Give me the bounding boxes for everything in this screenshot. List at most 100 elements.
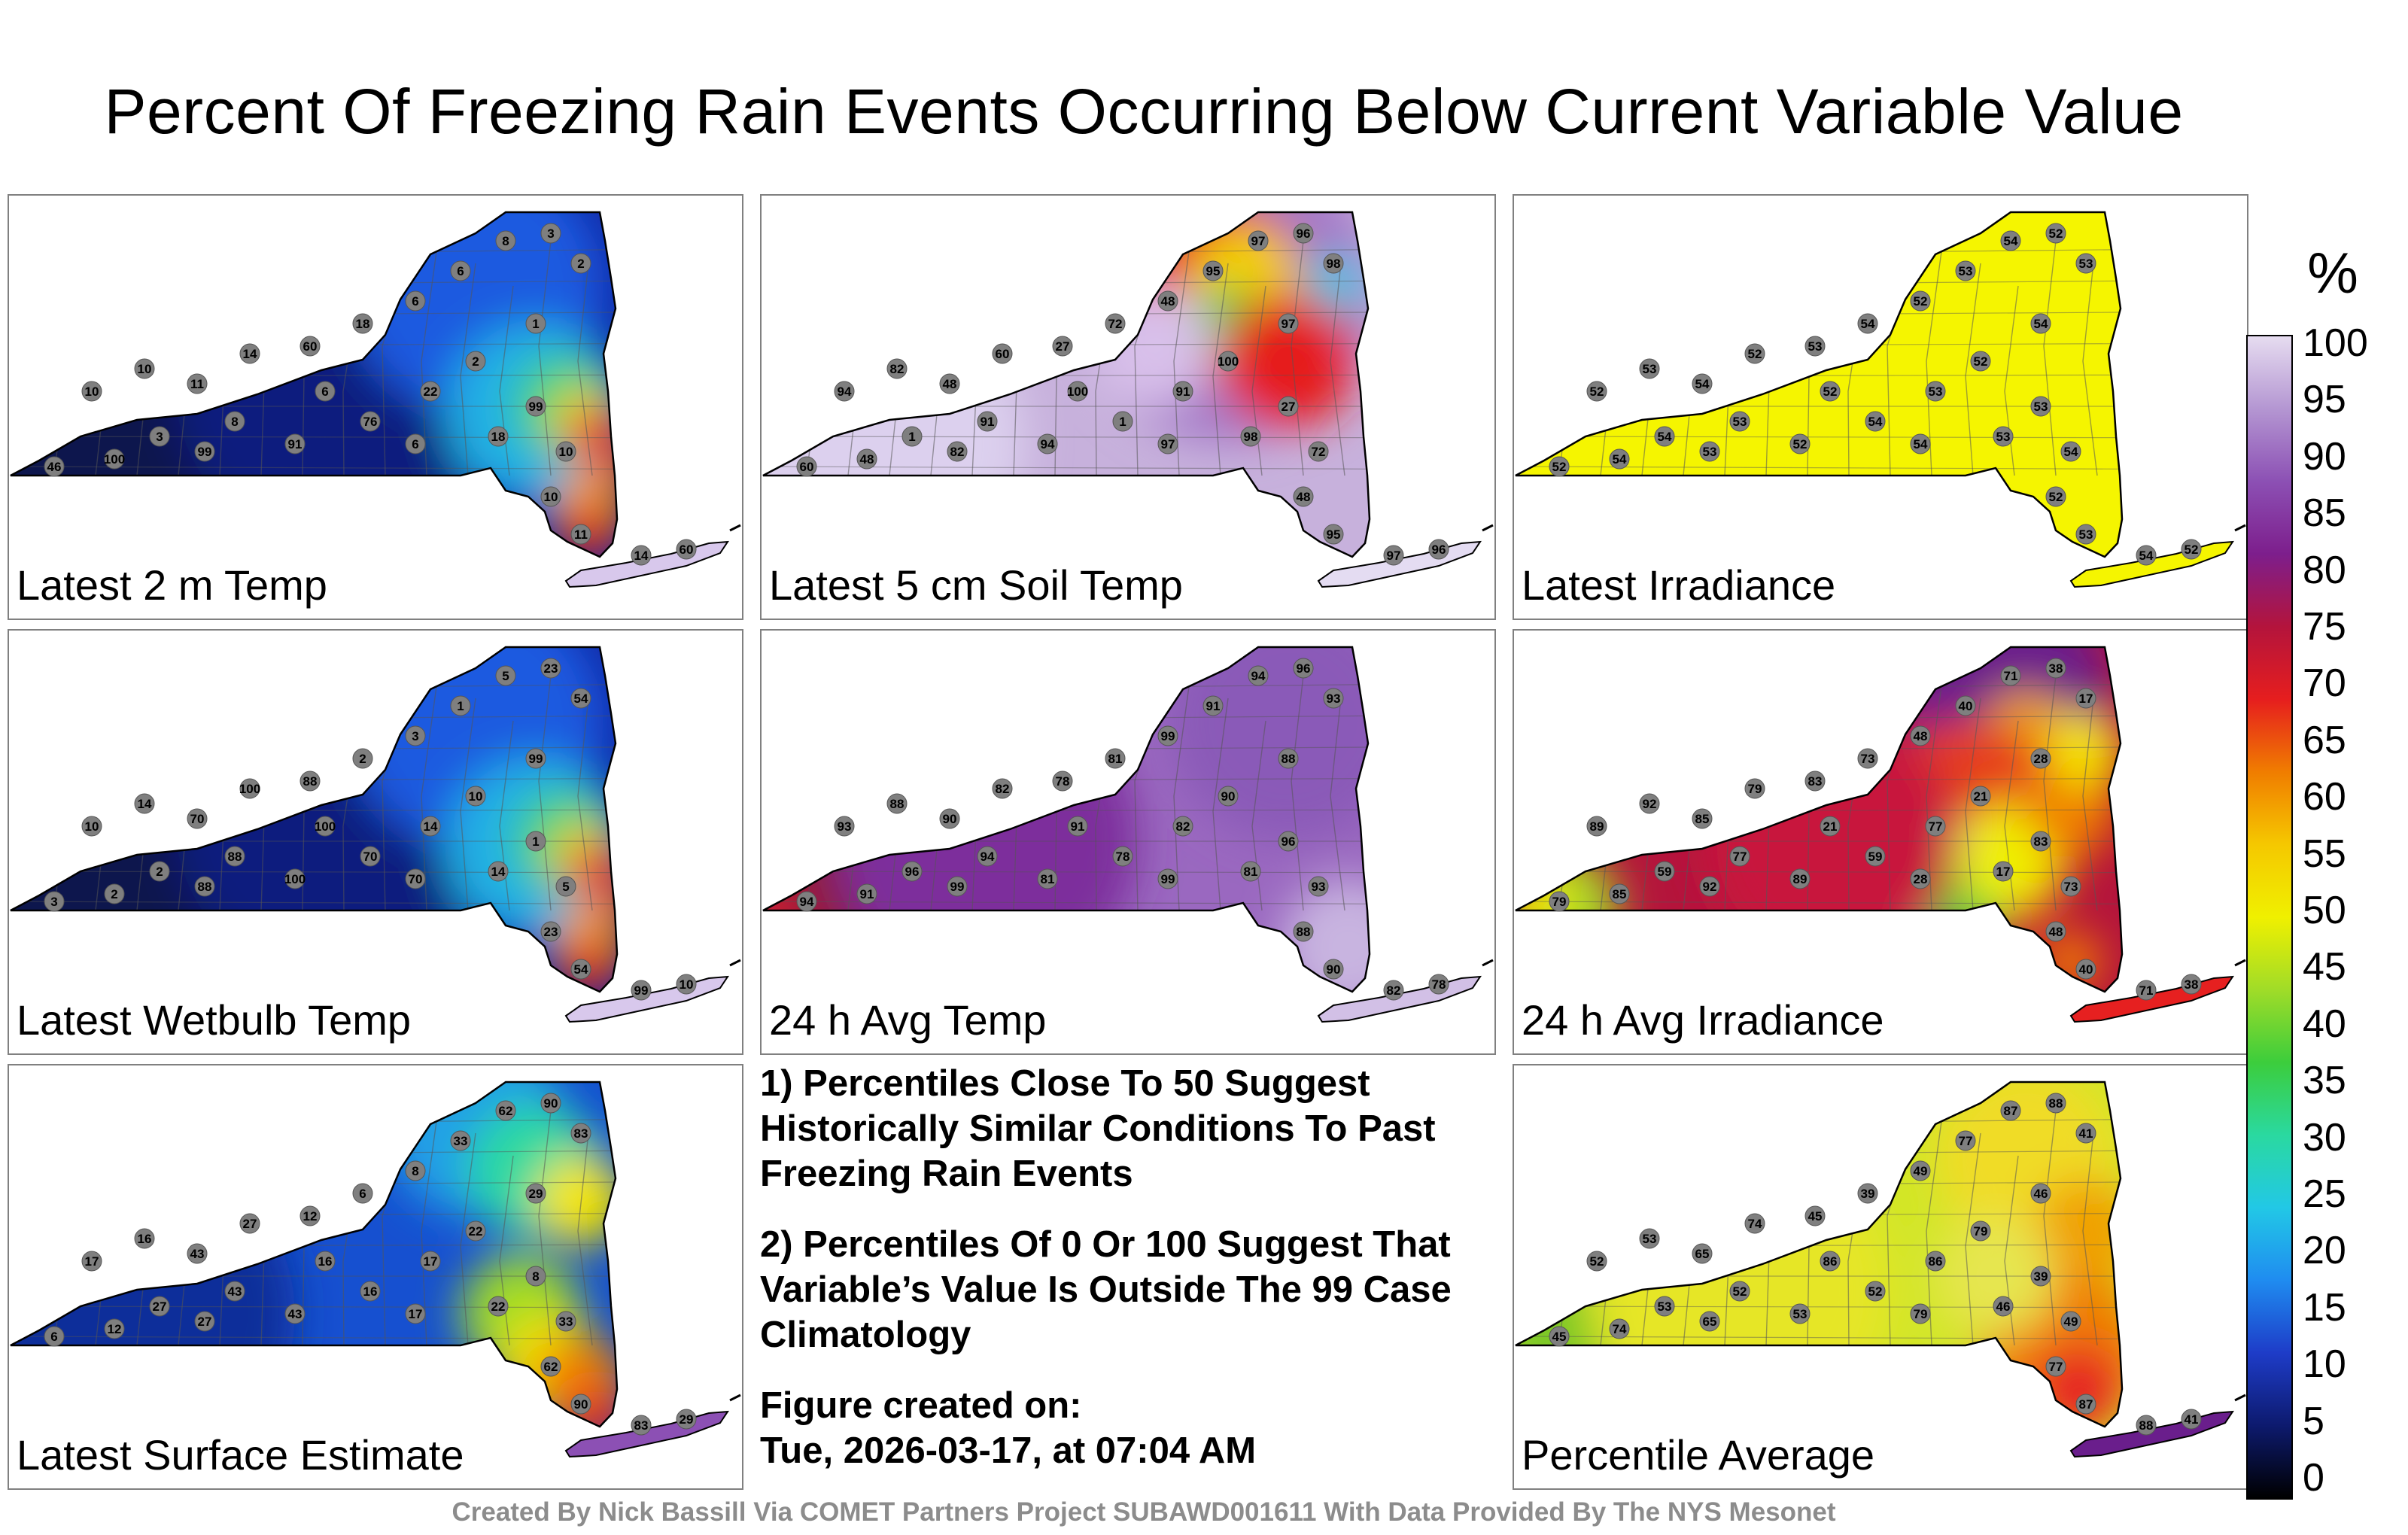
colorbar-tick-label: 15	[2303, 1285, 2346, 1330]
panel-label: Percentile Average	[1522, 1431, 1875, 1479]
colorbar	[2246, 335, 2293, 1500]
station-value: 48	[1914, 729, 1928, 743]
colorbar-tick-label: 0	[2303, 1456, 2324, 1500]
station-marker	[284, 1303, 306, 1324]
station-marker	[1955, 695, 1976, 716]
station-marker	[1323, 524, 1344, 545]
colorbar-tick-label: 60	[2303, 775, 2346, 819]
station-value: 100	[239, 782, 260, 796]
station-marker	[886, 358, 908, 379]
map-panel-7: 17 16 43 27 12 6 8 33 62 90 83 29 22 17 16 43 27 12 6 8 33 62…	[8, 1064, 743, 1490]
station-value: 91	[1206, 699, 1221, 713]
station-value: 87	[2004, 1104, 2018, 1118]
station-value: 89	[1793, 872, 1808, 886]
station-value: 54	[1613, 452, 1627, 467]
station-value: 3	[412, 729, 418, 743]
station-value: 54	[1658, 430, 1672, 444]
map-panel-8: 52 53 65 74 45 39 49 77 87 88 41 46 79 86 52 53 65 74 45 39…	[1513, 1064, 2248, 1490]
station-marker	[1744, 1213, 1765, 1234]
station-value: 3	[547, 226, 554, 241]
station-marker	[299, 1205, 321, 1226]
station-value: 83	[2034, 834, 2048, 849]
station-marker	[1955, 1130, 1976, 1151]
station-marker	[405, 433, 426, 454]
station-marker	[2181, 974, 2202, 995]
station-marker	[1692, 808, 1713, 829]
station-marker	[1699, 876, 1720, 897]
station-value: 91	[1176, 385, 1190, 399]
station-value: 54	[1695, 377, 1710, 391]
station-marker	[676, 974, 697, 995]
station-value: 82	[996, 782, 1010, 796]
station-value: 14	[138, 797, 152, 811]
station-value: 70	[190, 812, 205, 826]
map-panel-1: 10 10 11 14 60 18 6 6 8 3 2 1 2 22 76 91 99 100 46 99 10 10 11…	[8, 194, 743, 620]
station-marker	[1692, 1243, 1713, 1264]
colorbar-tick-label: 90	[2303, 434, 2346, 479]
station-marker	[488, 426, 509, 447]
station-value: 88	[1297, 925, 1311, 939]
station-marker	[1639, 358, 1660, 379]
station-marker	[1970, 1220, 1991, 1242]
station-marker	[284, 868, 306, 889]
station-marker	[1067, 816, 1088, 837]
station-value: 62	[544, 1360, 558, 1374]
station-value: 100	[104, 452, 125, 467]
station-value: 46	[1996, 1299, 2011, 1314]
colorbar-tick-label: 55	[2303, 831, 2346, 876]
station-value: 8	[532, 1269, 539, 1284]
map-panel-3: 52 53 54 52 53 54 52 53 54 52 53 54 52 53 54 52 53 54 52 53…	[1513, 194, 2248, 620]
station-value: 12	[303, 1209, 318, 1223]
station-marker	[187, 373, 208, 394]
station-marker	[2075, 524, 2096, 545]
station-marker	[1067, 381, 1088, 402]
station-value: 88	[198, 880, 212, 894]
station-value: 65	[1695, 1247, 1710, 1261]
station-marker	[1729, 411, 1750, 432]
station-value: 28	[1914, 872, 1928, 886]
colorbar-unit: %	[2307, 242, 2358, 305]
station-value: 54	[2139, 549, 2154, 563]
station-marker	[1383, 980, 1404, 1001]
station-value: 88	[890, 797, 905, 811]
panel-label: Latest 2 m Temp	[17, 561, 327, 609]
station-marker	[1925, 381, 1946, 402]
station-value: 23	[544, 661, 558, 676]
station-value: 14	[634, 549, 649, 563]
station-marker	[1804, 336, 1826, 357]
station-marker	[1729, 846, 1750, 867]
station-marker	[315, 1251, 336, 1272]
station-value: 94	[981, 850, 995, 864]
station-marker	[631, 545, 652, 566]
station-marker	[1857, 313, 1878, 334]
station-marker	[1248, 665, 1269, 686]
station-value: 2	[111, 887, 117, 901]
station-marker	[495, 1100, 516, 1121]
station-value: 6	[321, 385, 328, 399]
station-marker	[1323, 959, 1344, 980]
station-value: 27	[243, 1217, 257, 1231]
station-marker	[187, 808, 208, 829]
station-value: 54	[574, 692, 588, 706]
station-value: 16	[318, 1254, 333, 1269]
station-marker	[2075, 253, 2096, 274]
station-value: 28	[2034, 752, 2048, 766]
station-value: 91	[288, 437, 303, 451]
station-value: 59	[1658, 865, 1672, 879]
station-value: 52	[2049, 490, 2063, 504]
station-marker	[525, 313, 546, 334]
panel-label: Latest Wetbulb Temp	[17, 996, 412, 1044]
station-marker	[104, 883, 125, 904]
station-marker	[1639, 793, 1660, 814]
station-marker	[1218, 351, 1239, 372]
station-marker	[631, 1415, 652, 1436]
station-value: 90	[544, 1096, 558, 1111]
station-value: 27	[1282, 400, 1296, 414]
station-marker	[856, 883, 877, 904]
station-value: 91	[981, 415, 995, 429]
station-value: 53	[2079, 257, 2093, 271]
station-value: 45	[1552, 1330, 1567, 1344]
station-marker	[420, 1251, 441, 1272]
station-marker	[977, 411, 998, 432]
note-1: 1) Percentiles Close To 50 Suggest Histo…	[760, 1063, 1436, 1194]
